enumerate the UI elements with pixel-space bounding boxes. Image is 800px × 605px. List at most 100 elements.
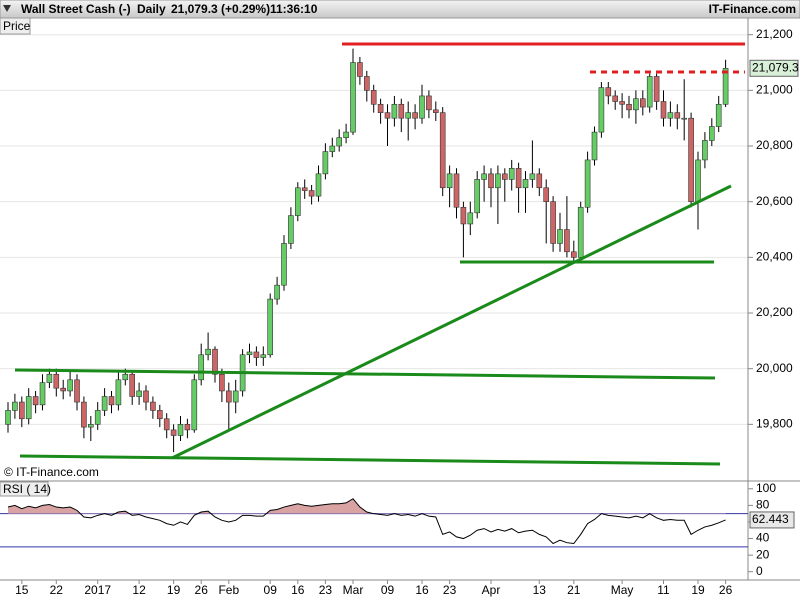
candle-body (619, 101, 625, 105)
x-tick-label: 13 (533, 583, 547, 597)
candle-body (474, 179, 481, 214)
x-tick-label: 23 (443, 583, 457, 597)
rsi-tick-label: 0 (756, 564, 763, 578)
candle-body (695, 159, 701, 202)
candle-body (122, 373, 129, 381)
x-tick-label: 12 (132, 583, 146, 597)
x-tick-label: 19 (691, 583, 705, 597)
candle-body (46, 373, 53, 383)
y-tick-label: 20,600 (756, 194, 793, 208)
candle-body (660, 101, 667, 119)
y-tick-label: 20,000 (756, 361, 793, 375)
candle-body (412, 112, 418, 119)
candle-body (329, 145, 336, 152)
candle-body (550, 201, 556, 244)
candle-body (25, 396, 32, 420)
brand: IT-Finance.com (709, 2, 796, 16)
last-price-box (749, 59, 799, 77)
candle-body (432, 109, 439, 113)
y-tick-label: 21,000 (756, 83, 793, 97)
candle-body (667, 112, 674, 119)
candle-body (94, 410, 101, 425)
x-tick-label: 2017 (84, 583, 111, 597)
candle-body (426, 95, 432, 111)
y-tick-label: 20,800 (756, 138, 793, 152)
candle-body (495, 173, 501, 189)
candle-body (336, 137, 343, 147)
x-tick-label: 26 (195, 583, 209, 597)
candle-body (577, 206, 584, 258)
rsi-tick-label: 20 (756, 547, 770, 561)
candle-body (81, 401, 87, 428)
y-tick-label: 20,200 (756, 305, 793, 319)
candle-body (522, 179, 529, 189)
candle-body (405, 112, 412, 119)
rsi-tick-label: 40 (756, 531, 770, 545)
candle-body (557, 229, 563, 244)
candle-body (598, 87, 605, 133)
candle-body (108, 396, 115, 406)
rsi-last-label: 62.443 (752, 512, 789, 526)
candle-body (591, 131, 598, 161)
candle-body (32, 396, 39, 406)
candle-body (343, 131, 349, 138)
candle-body (439, 112, 446, 189)
watermark: © IT-Finance.com (4, 465, 99, 479)
candle-body (481, 173, 487, 180)
y-axis-label: Price (3, 19, 31, 33)
header-bar (0, 0, 800, 19)
menu-arrow[interactable] (3, 5, 11, 12)
interval: Daily (137, 2, 166, 16)
x-tick-label: 09 (381, 583, 395, 597)
candle-body (18, 401, 25, 420)
candle-body (88, 424, 94, 428)
support-line (14, 368, 716, 380)
candle-body (398, 103, 405, 119)
candle-body (384, 112, 391, 119)
candle-body (508, 167, 515, 180)
candle-body (350, 62, 356, 133)
x-tick-label: 21 (567, 583, 581, 597)
candle-body (626, 103, 632, 111)
candle-body (446, 173, 453, 189)
candle-body (39, 382, 46, 406)
x-tick-label: 22 (50, 583, 64, 597)
last-price-label: 21,079.3 (752, 60, 799, 74)
x-tick-label: 15 (15, 583, 29, 597)
candle-body (267, 298, 274, 356)
candle-body (639, 98, 646, 108)
candle-body (363, 76, 370, 91)
x-tick-label: 26 (719, 583, 733, 597)
x-tick-label: 16 (415, 583, 429, 597)
x-tick-label: 16 (291, 583, 305, 597)
candle-body (163, 418, 170, 431)
candle-body (301, 187, 308, 191)
candle-body (646, 76, 653, 108)
y-tick-label: 19,800 (756, 417, 793, 431)
candle-body (157, 410, 163, 420)
candle-body (5, 410, 11, 425)
rsi-line (7, 498, 726, 545)
trend-line (171, 184, 732, 460)
x-tick-label: 11 (657, 583, 670, 597)
candle-body (357, 62, 363, 77)
candle-body (74, 379, 80, 403)
support-line (19, 454, 721, 466)
rsi-last-box (749, 511, 795, 529)
candle-body (633, 98, 639, 111)
quote: 21,079.3 (+0.29%) (171, 2, 270, 16)
candle-body (370, 90, 377, 105)
candles (5, 48, 729, 453)
rsi-tick-label: 80 (756, 498, 770, 512)
candle-body (501, 173, 508, 180)
time: 11:36:10 (270, 2, 318, 16)
candle-body (246, 351, 253, 356)
price-label-box (0, 17, 31, 35)
candle-body (67, 379, 73, 392)
candle-body (12, 401, 18, 411)
y-tick-label: 20,400 (756, 250, 793, 264)
candle-body (529, 173, 536, 180)
candle-body (653, 76, 660, 102)
candle-body (702, 140, 708, 161)
candle-body (708, 126, 715, 141)
